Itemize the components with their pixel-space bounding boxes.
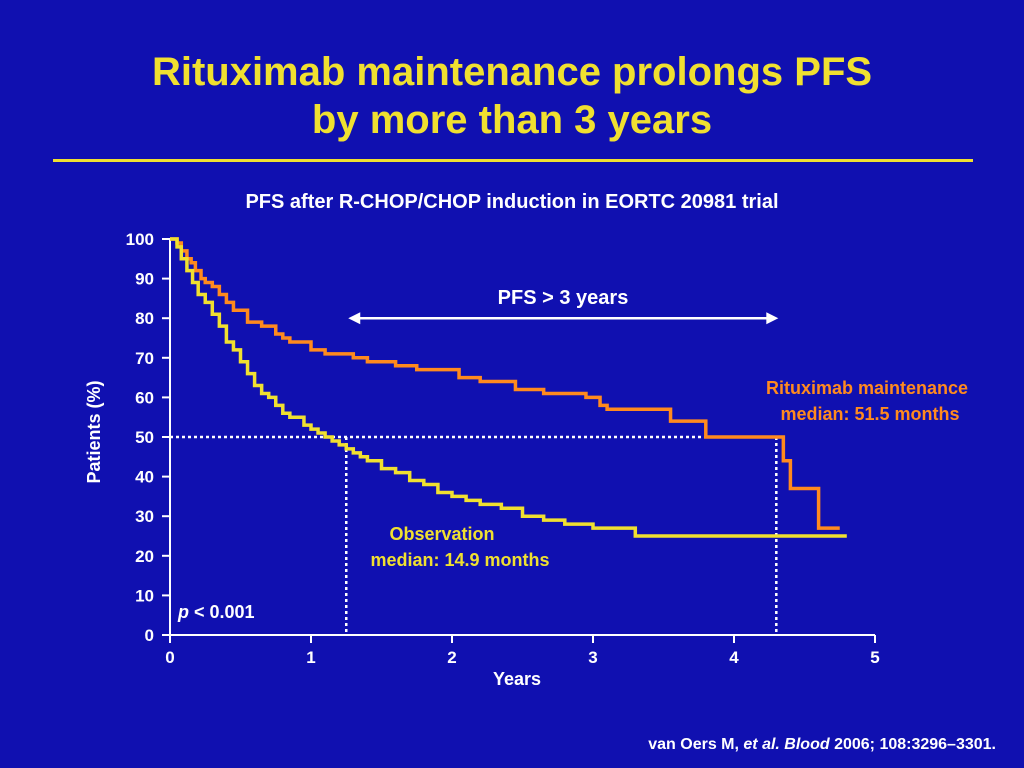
y-tick-label: 50 <box>135 428 154 447</box>
y-axis-label: Patients (%) <box>84 380 104 483</box>
y-tick-label: 10 <box>135 586 154 605</box>
x-tick-label: 5 <box>870 648 879 667</box>
y-tick-label: 0 <box>145 626 154 645</box>
slide-title-line-1: Rituximab maintenance prolongs PFS <box>151 50 873 94</box>
slide-title-line-2: by more than 3 years <box>311 98 713 142</box>
x-tick-label: 1 <box>306 648 315 667</box>
citation-author: van Oers M, <box>648 736 744 753</box>
y-tick-label: 70 <box>135 349 154 368</box>
y-tick-label: 20 <box>135 547 154 566</box>
p-value: p < 0.001 <box>177 602 255 622</box>
x-ticks: 0 1 2 3 4 5 <box>165 635 880 667</box>
citation: van Oers M, et al. Blood 2006; 108:3296–… <box>648 736 996 754</box>
rituximab-label-line-1: Rituximab maintenance <box>766 378 968 398</box>
rituximab-curve <box>170 237 840 530</box>
observation-label-line-2: median: 14.9 months <box>370 550 549 570</box>
pfs-arrow-right-head <box>766 312 779 325</box>
p-value-symbol: p <box>177 602 189 622</box>
y-tick-label: 80 <box>135 309 154 328</box>
y-tick-label: 60 <box>135 388 154 407</box>
slide-title: Rituximab maintenance prolongs PFS by mo… <box>0 48 1024 144</box>
y-tick-label: 30 <box>135 507 154 526</box>
rituximab-label-line-2: median: 51.5 months <box>780 404 959 424</box>
title-divider <box>53 159 973 162</box>
x-tick-label: 0 <box>165 648 174 667</box>
x-axis-label: Years <box>493 669 541 689</box>
citation-details: 2006; 108:3296–3301. <box>829 736 996 753</box>
y-tick-label: 40 <box>135 468 154 487</box>
observation-label-line-1: Observation <box>389 524 494 544</box>
x-tick-label: 4 <box>729 648 739 667</box>
y-tick-label: 90 <box>135 270 154 289</box>
chart-title: PFS after R-CHOP/CHOP induction in EORTC… <box>245 191 778 213</box>
x-tick-label: 2 <box>447 648 456 667</box>
pfs-arrow-left-head <box>348 312 361 325</box>
citation-journal: et al. Blood <box>743 736 830 753</box>
y-tick-label: 100 <box>126 230 154 249</box>
survival-curves <box>170 237 847 538</box>
pfs-label: PFS > 3 years <box>498 287 629 309</box>
p-value-text: < 0.001 <box>189 602 255 622</box>
observation-curve <box>170 237 847 538</box>
y-ticks: 0 10 20 30 40 50 60 70 80 90 100 <box>126 230 170 645</box>
pfs-arrow <box>348 312 779 325</box>
x-tick-label: 3 <box>588 648 597 667</box>
